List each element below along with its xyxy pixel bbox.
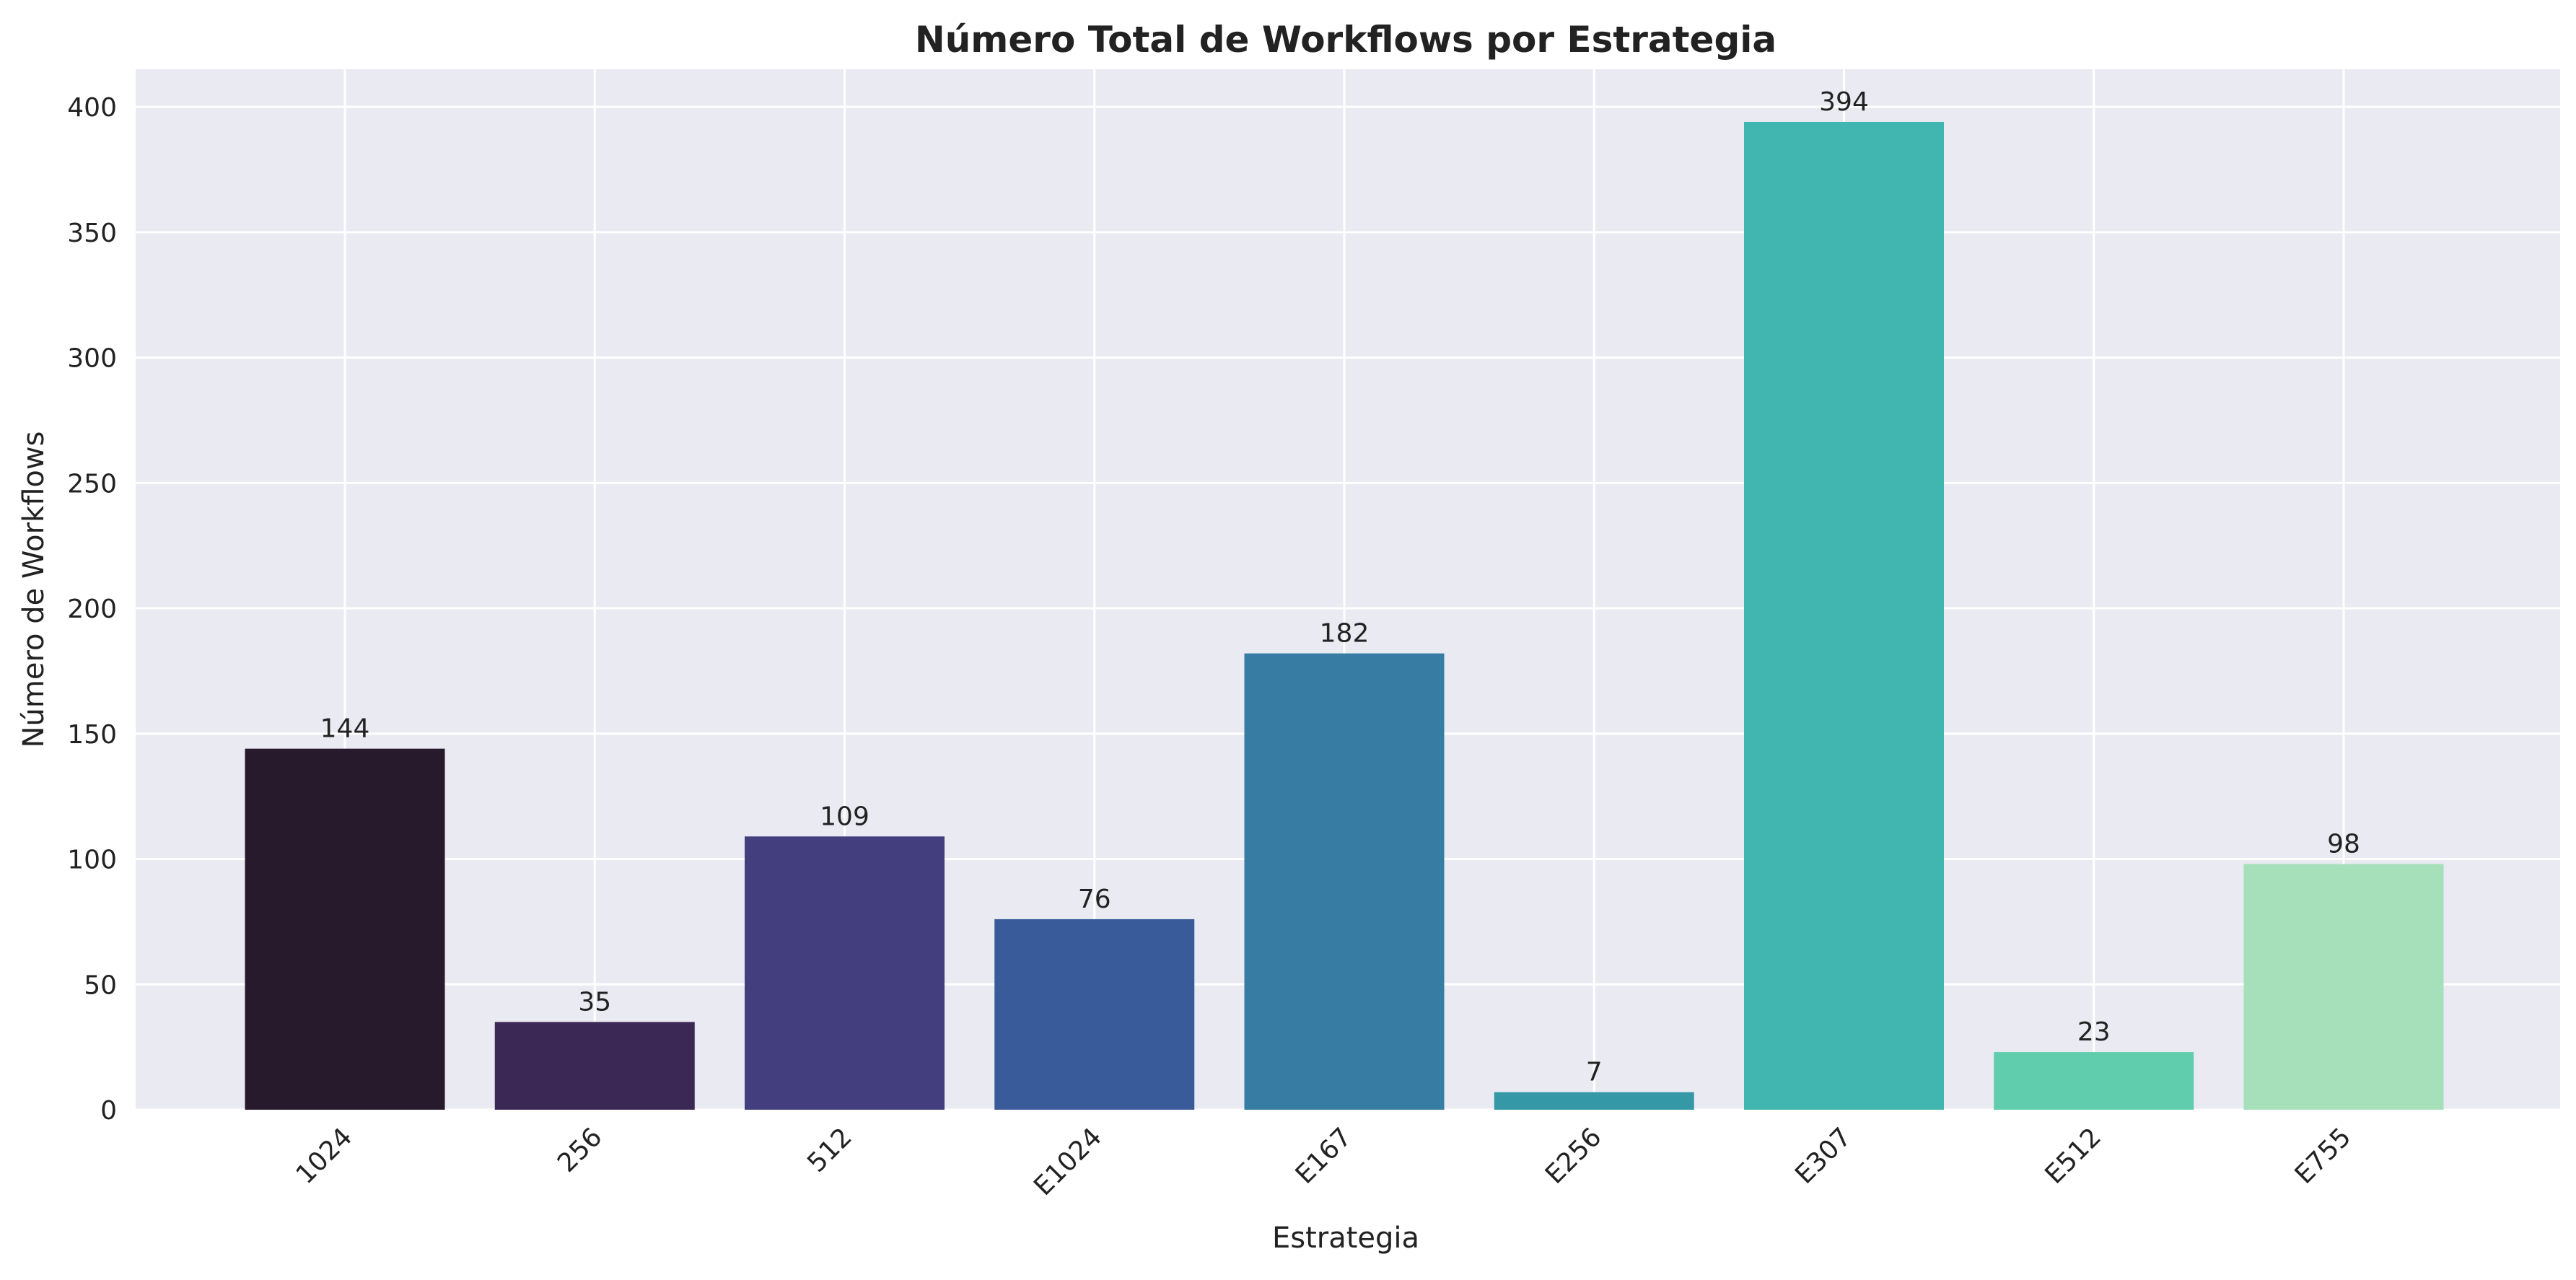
data-label-1024: 144: [320, 714, 370, 744]
x-axis-label: Estrategia: [1272, 1222, 1419, 1255]
bar-512: [745, 836, 945, 1110]
bar-256: [494, 1022, 695, 1110]
data-label-e512: 23: [2077, 1017, 2111, 1047]
bar-layer: [245, 121, 2444, 1110]
bar-e307: [1744, 121, 1944, 1110]
y-tick-label: 150: [67, 720, 117, 750]
y-tick-label: 0: [100, 1096, 117, 1126]
data-label-layer: 144 35 109 76 182 7 394 23 98: [320, 87, 2360, 1087]
y-axis-label: Número de Workflows: [17, 431, 51, 748]
bar-e512: [1994, 1052, 2194, 1110]
bar-e167: [1244, 653, 1445, 1110]
bar-e1024: [994, 919, 1195, 1110]
data-label-e755: 98: [2327, 829, 2360, 859]
data-label-e307: 394: [1819, 87, 1869, 117]
y-tick-label: 350: [67, 219, 117, 248]
y-tick-label: 400: [67, 93, 117, 123]
data-label-e167: 182: [1320, 619, 1370, 649]
bar-e755: [2243, 864, 2444, 1110]
data-label-256: 35: [578, 987, 611, 1017]
y-tick-label: 300: [67, 344, 117, 374]
y-tick-label: 200: [67, 595, 117, 624]
y-tick-layer: 0 50 100 150 200 250 300 350 400: [67, 93, 117, 1126]
y-tick-label: 100: [67, 846, 117, 875]
data-label-512: 109: [820, 802, 869, 831]
data-label-e256: 7: [1586, 1058, 1603, 1087]
bar-1024: [245, 748, 445, 1110]
data-label-e1024: 76: [1078, 885, 1111, 914]
y-tick-label: 50: [84, 970, 117, 1000]
y-tick-label: 250: [67, 469, 117, 499]
chart-title: Número Total de Workflows por Estrategia: [915, 19, 1777, 61]
bar-e256: [1494, 1092, 1694, 1110]
